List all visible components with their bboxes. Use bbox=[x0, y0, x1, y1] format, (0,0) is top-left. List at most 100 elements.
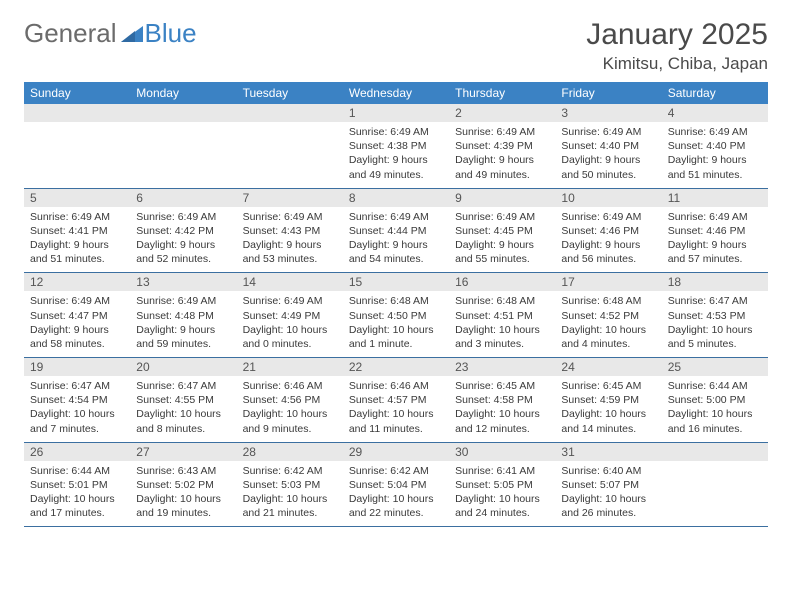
daylight-line: Daylight: 10 hours and 24 minutes. bbox=[455, 493, 540, 519]
calendar-empty-cell bbox=[662, 442, 768, 527]
sunset-line: Sunset: 4:47 PM bbox=[30, 310, 108, 322]
header: GeneralBlue January 2025 Kimitsu, Chiba,… bbox=[24, 18, 768, 74]
day-number-empty bbox=[237, 104, 343, 122]
day-info: Sunrise: 6:42 AMSunset: 5:03 PMDaylight:… bbox=[237, 461, 343, 527]
day-info-empty bbox=[237, 122, 343, 180]
calendar-day-cell: 15 Sunrise: 6:48 AM Sunset: 4:50 PM Dayligh… bbox=[343, 273, 449, 358]
sunrise-line: Sunrise: 6:49 AM bbox=[561, 126, 641, 138]
calendar-day-cell: 29Sunrise: 6:42 AMSunset: 5:04 PMDayligh… bbox=[343, 442, 449, 527]
sunrise-line: Sunrise: 6:49 AM bbox=[668, 126, 748, 138]
location: Kimitsu, Chiba, Japan bbox=[586, 54, 768, 74]
sunrise-line: Sunrise: 6:49 AM bbox=[455, 126, 535, 138]
day-number: 24 bbox=[555, 358, 661, 376]
sunrise-line: Sunrise: 6:47 AM bbox=[30, 380, 110, 392]
sunrise-line: Sunrise: 6:48 AM bbox=[455, 295, 535, 307]
daylight-line: Daylight: 9 hours and 56 minutes. bbox=[561, 239, 640, 265]
sunrise-line: Sunrise: 6:40 AM bbox=[561, 465, 641, 477]
calendar-day-cell: 4Sunrise: 6:49 AMSunset: 4:40 PMDaylight… bbox=[662, 104, 768, 188]
sunset-line: Sunset: 4:56 PM bbox=[243, 394, 321, 406]
calendar-day-cell: 1Sunrise: 6:49 AMSunset: 4:38 PMDaylight… bbox=[343, 104, 449, 188]
calendar-day-cell: 2Sunrise: 6:49 AMSunset: 4:39 PMDaylight… bbox=[449, 104, 555, 188]
daylight-line: Daylight: 10 hours and 19 minutes. bbox=[136, 493, 221, 519]
day-info: Sunrise: 6:49 AMSunset: 4:40 PMDaylight:… bbox=[555, 122, 661, 188]
sunset-line: Sunset: 4:46 PM bbox=[668, 225, 746, 237]
sunrise-line: Sunrise: 6:45 AM bbox=[455, 380, 535, 392]
daylight-line: Daylight: 10 hours and 8 minutes. bbox=[136, 408, 221, 434]
calendar-week-row: 19Sunrise: 6:47 AMSunset: 4:54 PMDayligh… bbox=[24, 358, 768, 443]
calendar-day-cell: 19Sunrise: 6:47 AMSunset: 4:54 PMDayligh… bbox=[24, 358, 130, 443]
calendar-day-cell: 13Sunrise: 6:49 AMSunset: 4:48 PMDayligh… bbox=[130, 273, 236, 358]
sunset-line: Sunset: 5:04 PM bbox=[349, 479, 427, 491]
day-info: Sunrise: 6:49 AMSunset: 4:46 PMDaylight:… bbox=[662, 207, 768, 273]
sunset-line: Sunset: 4:54 PM bbox=[30, 394, 108, 406]
daylight-line: Daylight: 9 hours and 53 minutes. bbox=[243, 239, 322, 265]
day-number: 25 bbox=[662, 358, 768, 376]
calendar-empty-cell bbox=[237, 104, 343, 188]
sunset-line: Sunset: 4:44 PM bbox=[349, 225, 427, 237]
sunrise-line: Sunrise: 6:49 AM bbox=[30, 295, 110, 307]
sunset-line: Sunset: 5:03 PM bbox=[243, 479, 321, 491]
sunrise-line: Sunrise: 6:44 AM bbox=[668, 380, 748, 392]
calendar-week-row: 5Sunrise: 6:49 AMSunset: 4:41 PMDaylight… bbox=[24, 188, 768, 273]
day-number: 11 bbox=[662, 189, 768, 207]
calendar-empty-cell bbox=[130, 104, 236, 188]
day-info: Sunrise: 6:46 AM Sunset: 4:56 PM Daylight:… bbox=[237, 376, 343, 442]
calendar-day-cell: 30Sunrise: 6:41 AMSunset: 5:05 PMDayligh… bbox=[449, 442, 555, 527]
calendar-week-row: 1Sunrise: 6:49 AMSunset: 4:38 PMDaylight… bbox=[24, 104, 768, 188]
day-number: 14 bbox=[237, 273, 343, 291]
day-number: 21 bbox=[237, 358, 343, 376]
day-info: Sunrise: 6:49 AMSunset: 4:38 PMDaylight:… bbox=[343, 122, 449, 188]
weekday-header: Friday bbox=[555, 82, 661, 104]
month-title: January 2025 bbox=[586, 18, 768, 52]
calendar-day-cell: 12Sunrise: 6:49 AMSunset: 4:47 PMDayligh… bbox=[24, 273, 130, 358]
day-number: 30 bbox=[449, 443, 555, 461]
day-number: 15 bbox=[343, 273, 449, 291]
calendar-week-row: 12Sunrise: 6:49 AMSunset: 4:47 PMDayligh… bbox=[24, 273, 768, 358]
day-info: Sunrise: 6:40 AMSunset: 5:07 PMDaylight:… bbox=[555, 461, 661, 527]
sunrise-line: Sunrise: 6:48 AM bbox=[349, 295, 429, 307]
day-info: Sunrise: 6:44 AMSunset: 5:00 PMDaylight:… bbox=[662, 376, 768, 442]
daylight-line: Daylight: 9 hours and 49 minutes. bbox=[455, 154, 534, 180]
sunrise-line: Sunrise: 6:49 AM bbox=[243, 211, 323, 223]
calendar-day-cell: 27Sunrise: 6:43 AMSunset: 5:02 PMDayligh… bbox=[130, 442, 236, 527]
day-number: 7 bbox=[237, 189, 343, 207]
calendar-day-cell: 5Sunrise: 6:49 AMSunset: 4:41 PMDaylight… bbox=[24, 188, 130, 273]
sunrise-line: Sunrise: 6:49 AM bbox=[30, 211, 110, 223]
sunset-line: Sunset: 4:40 PM bbox=[668, 140, 746, 152]
day-number: 28 bbox=[237, 443, 343, 461]
sunset-line: Sunset: 4:50 PM bbox=[349, 310, 427, 322]
sunset-line: Sunset: 4:53 PM bbox=[668, 310, 746, 322]
sunrise-line: Sunrise: 6:46 AM bbox=[243, 380, 323, 392]
daylight-line: Daylight: 10 hours and 21 minutes. bbox=[243, 493, 328, 519]
day-number: 17 bbox=[555, 273, 661, 291]
day-info: Sunrise: 6:48 AM Sunset: 4:50 PM Daylight:… bbox=[343, 291, 449, 357]
sunrise-line: Sunrise: 6:43 AM bbox=[136, 465, 216, 477]
day-info: Sunrise: 6:47 AM Sunset: 4:55 PM Daylight:… bbox=[130, 376, 236, 442]
sunset-line: Sunset: 5:02 PM bbox=[136, 479, 214, 491]
brand-logo: GeneralBlue bbox=[24, 18, 197, 49]
calendar-day-cell: 31Sunrise: 6:40 AMSunset: 5:07 PMDayligh… bbox=[555, 442, 661, 527]
daylight-line: Daylight: 10 hours and 12 minutes. bbox=[455, 408, 540, 434]
calendar-day-cell: 22Sunrise: 6:46 AMSunset: 4:57 PMDayligh… bbox=[343, 358, 449, 443]
sunset-line: Sunset: 5:00 PM bbox=[668, 394, 746, 406]
daylight-line: Daylight: 9 hours and 49 minutes. bbox=[349, 154, 428, 180]
sunset-line: Sunset: 4:39 PM bbox=[455, 140, 533, 152]
calendar-empty-cell bbox=[24, 104, 130, 188]
day-info: Sunrise: 6:41 AMSunset: 5:05 PMDaylight:… bbox=[449, 461, 555, 527]
daylight-line: Daylight: 9 hours and 58 minutes. bbox=[30, 324, 109, 350]
sunset-line: Sunset: 4:55 PM bbox=[136, 394, 214, 406]
daylight-line: Daylight: 10 hours and 14 minutes. bbox=[561, 408, 646, 434]
sunset-line: Sunset: 4:52 PM bbox=[561, 310, 639, 322]
sunrise-line: Sunrise: 6:47 AM bbox=[136, 380, 216, 392]
daylight-line: Daylight: 10 hours and 9 minutes. bbox=[243, 408, 328, 434]
calendar-header-row: SundayMondayTuesdayWednesdayThursdayFrid… bbox=[24, 82, 768, 104]
daylight-line: Daylight: 9 hours and 59 minutes. bbox=[136, 324, 215, 350]
brand-part2: Blue bbox=[145, 18, 197, 49]
daylight-line: Daylight: 10 hours and 1 minute. bbox=[349, 324, 434, 350]
sunset-line: Sunset: 4:46 PM bbox=[561, 225, 639, 237]
calendar-day-cell: 11Sunrise: 6:49 AMSunset: 4:46 PMDayligh… bbox=[662, 188, 768, 273]
day-info-empty bbox=[24, 122, 130, 180]
day-number: 8 bbox=[343, 189, 449, 207]
day-info: Sunrise: 6:49 AMSunset: 4:45 PMDaylight:… bbox=[449, 207, 555, 273]
sunrise-line: Sunrise: 6:49 AM bbox=[243, 295, 323, 307]
